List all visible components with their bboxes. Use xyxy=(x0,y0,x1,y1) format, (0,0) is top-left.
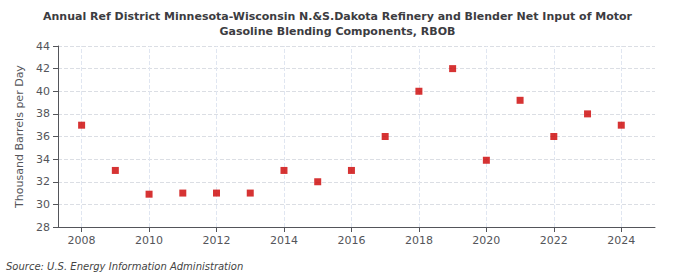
svg-text:2016: 2016 xyxy=(337,234,365,247)
svg-text:44: 44 xyxy=(36,40,50,53)
svg-text:2024: 2024 xyxy=(607,234,635,247)
svg-text:Gasoline Blending Components,: Gasoline Blending Components, RBOB xyxy=(220,25,456,38)
svg-text:2008: 2008 xyxy=(68,234,96,247)
svg-text:32: 32 xyxy=(36,175,50,188)
svg-text:2020: 2020 xyxy=(472,234,500,247)
svg-text:38: 38 xyxy=(36,107,50,120)
svg-text:2010: 2010 xyxy=(135,234,163,247)
svg-text:30: 30 xyxy=(36,198,50,211)
svg-text:2014: 2014 xyxy=(270,234,298,247)
svg-text:36: 36 xyxy=(36,130,50,143)
svg-text:Annual Ref District Minnesota-: Annual Ref District Minnesota-Wisconsin … xyxy=(43,10,633,23)
svg-text:2022: 2022 xyxy=(540,234,568,247)
svg-text:2018: 2018 xyxy=(405,234,433,247)
svg-text:Source: U.S. Energy Informatio: Source: U.S. Energy Information Administ… xyxy=(6,261,243,272)
svg-text:2012: 2012 xyxy=(203,234,231,247)
svg-text:Thousand Barrels per Day: Thousand Barrels per Day xyxy=(13,65,26,209)
svg-text:40: 40 xyxy=(36,85,50,98)
svg-text:34: 34 xyxy=(36,153,50,166)
svg-text:28: 28 xyxy=(36,221,50,234)
svg-text:42: 42 xyxy=(36,62,50,75)
